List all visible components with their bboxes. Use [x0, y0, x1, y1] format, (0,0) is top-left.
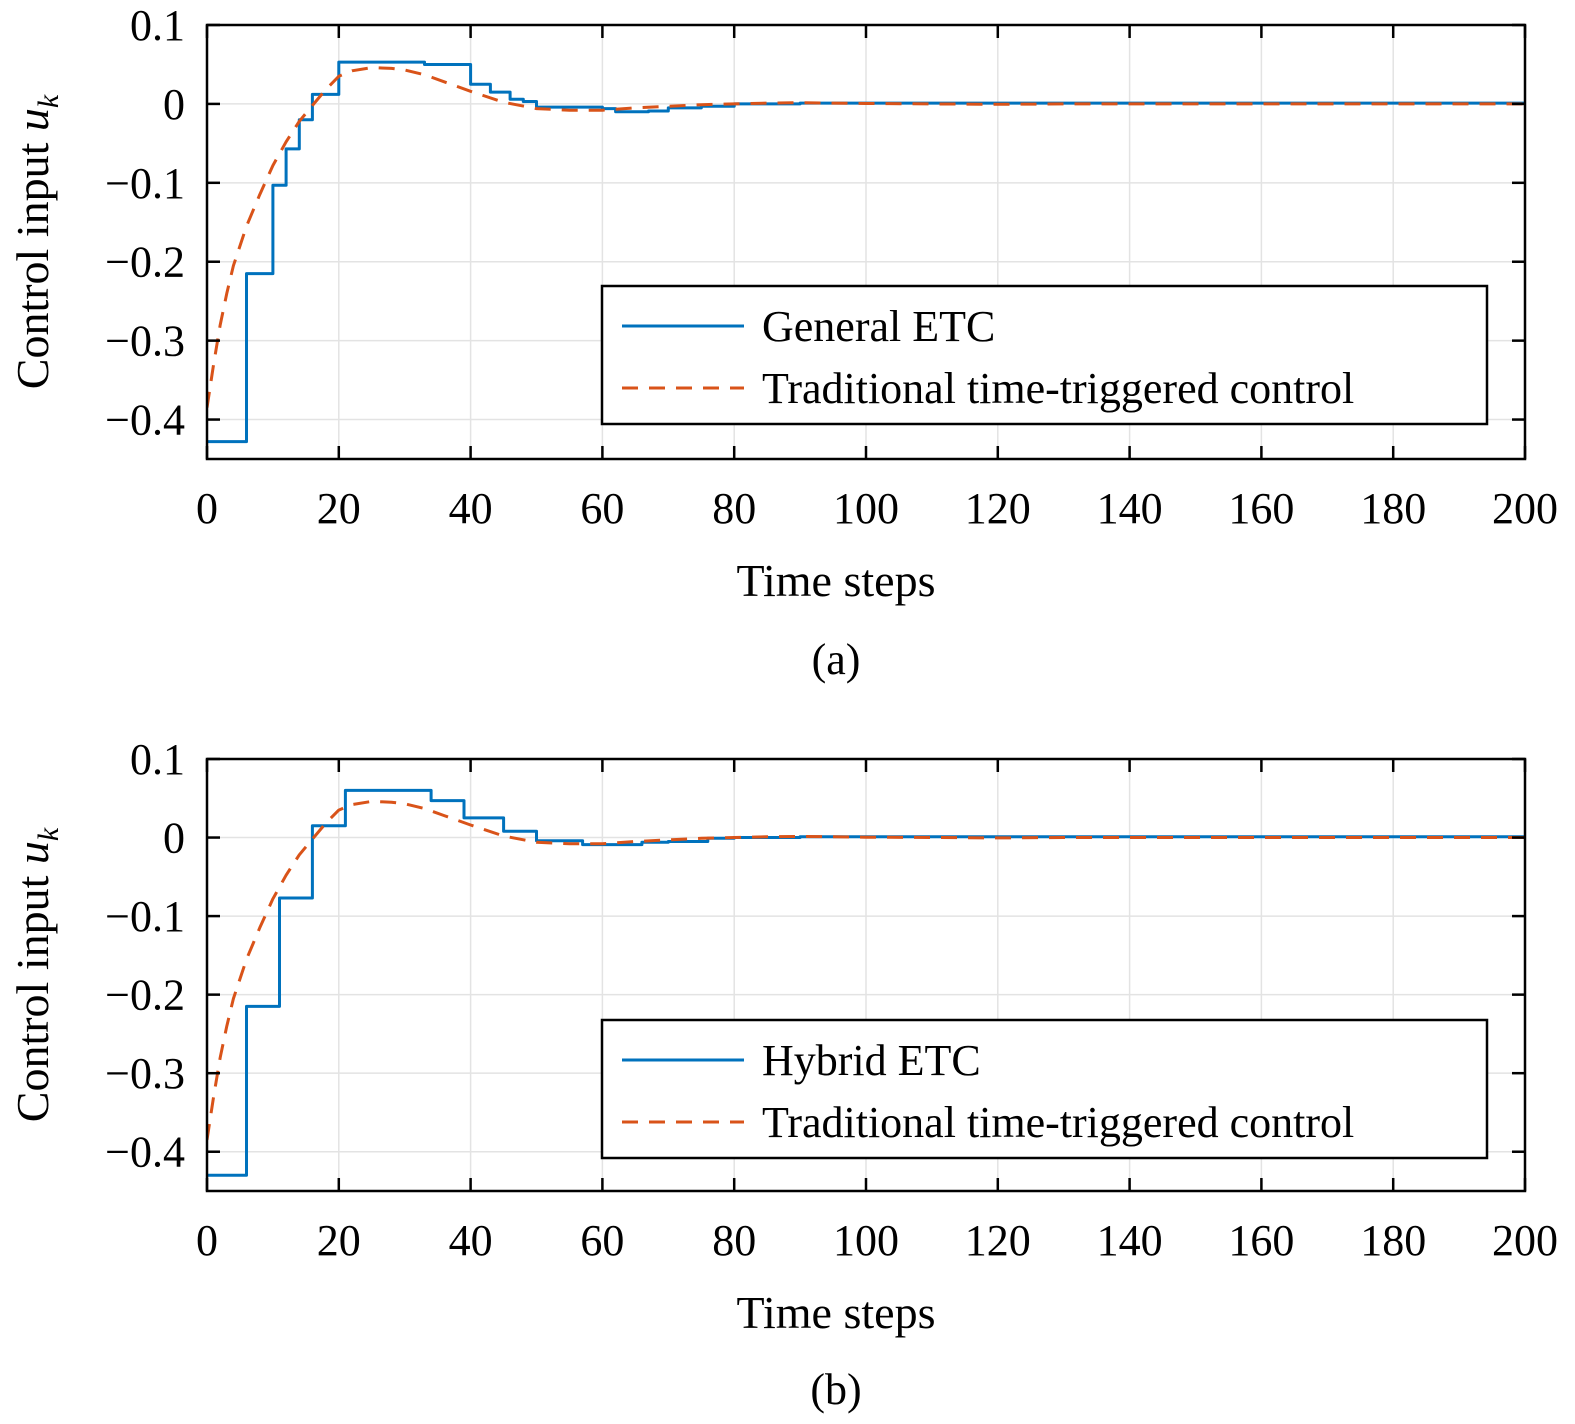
y-tick-label: 0.1 — [130, 735, 185, 784]
x-tick-label: 120 — [965, 1216, 1031, 1265]
x-tick-label: 160 — [1228, 1216, 1294, 1265]
x-tick-label: 180 — [1360, 484, 1426, 533]
x-axis-title: Time steps — [737, 1287, 936, 1338]
y-tick-label: 0 — [163, 80, 185, 129]
x-tick-label: 40 — [449, 484, 493, 533]
y-axis-title-text: Control input — [7, 864, 58, 1122]
y-axis-title-symbol: u — [7, 108, 58, 131]
x-tick-label: 80 — [712, 1216, 756, 1265]
x-tick-label: 180 — [1360, 1216, 1426, 1265]
x-tick-label: 200 — [1492, 1216, 1558, 1265]
x-tick-label: 20 — [317, 484, 361, 533]
y-tick-label: −0.3 — [105, 317, 185, 366]
x-tick-label: 200 — [1492, 484, 1558, 533]
x-tick-label: 0 — [196, 1216, 218, 1265]
x-tick-label: 120 — [965, 484, 1031, 533]
legend-box — [600, 284, 1489, 426]
y-axis-title: Control input uk — [7, 94, 65, 389]
y-tick-label: −0.1 — [105, 892, 185, 941]
chart-panel-0: 0 20 40 60 80 100 120 140 160 180 200 0.1 0 −0.1 −0.2 −… — [7, 1, 1558, 684]
y-tick-label: 0.1 — [130, 1, 185, 50]
chart-panel-1: 0 20 40 60 80 100 120 140 160 180 200 0.1 0 −0.1 −0.2 −… — [7, 735, 1558, 1414]
y-tick-label: −0.1 — [105, 159, 185, 208]
series-line-1 — [207, 66, 1525, 408]
series-line-1 — [207, 799, 1525, 1141]
x-tick-label: 140 — [1097, 1216, 1163, 1265]
panel-caption: (a) — [812, 635, 861, 684]
legend-label-0: Hybrid ETC — [762, 1036, 981, 1085]
x-tick-label: 0 — [196, 484, 218, 533]
x-tick-label: 20 — [317, 1216, 361, 1265]
y-tick-label: −0.2 — [105, 971, 185, 1020]
x-tick-label: 100 — [833, 1216, 899, 1265]
y-tick-label: 0 — [163, 814, 185, 863]
legend: General ETC Traditional time-triggered co… — [600, 284, 1489, 426]
series-line-0 — [207, 60, 1525, 444]
y-axis-title-subscript: k — [32, 827, 65, 841]
x-axis-title: Time steps — [737, 555, 936, 606]
legend-label-1: Traditional time-triggered control — [762, 364, 1354, 413]
x-tick-label: 80 — [712, 484, 756, 533]
x-tick-label: 60 — [580, 1216, 624, 1265]
legend-label-0: General ETC — [762, 302, 995, 351]
y-tick-label: −0.3 — [105, 1049, 185, 1098]
y-tick-label: −0.2 — [105, 238, 185, 287]
y-axis-title-subscript: k — [32, 94, 65, 108]
x-tick-label: 140 — [1097, 484, 1163, 533]
y-axis-title-text: Control input — [7, 131, 58, 389]
y-tick-label: −0.4 — [105, 1128, 185, 1177]
panel-caption: (b) — [810, 1365, 861, 1414]
y-tick-label: −0.4 — [105, 396, 185, 445]
y-axis-title-symbol: u — [7, 841, 58, 864]
x-tick-label: 40 — [449, 1216, 493, 1265]
x-tick-label: 160 — [1228, 484, 1294, 533]
legend-label-1: Traditional time-triggered control — [762, 1098, 1354, 1147]
legend: Hybrid ETC Traditional time-triggered con… — [600, 1018, 1489, 1160]
x-tick-label: 100 — [833, 484, 899, 533]
y-axis-title: Control input uk — [7, 827, 65, 1122]
x-tick-label: 60 — [580, 484, 624, 533]
legend-box — [600, 1018, 1489, 1160]
